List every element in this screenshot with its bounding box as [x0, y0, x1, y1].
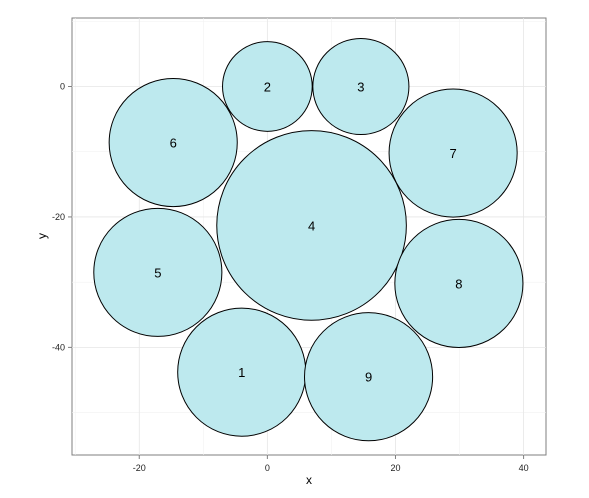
x-axis-title: x: [306, 473, 312, 487]
circle-label-6: 6: [170, 136, 177, 151]
x-tick-label: 40: [519, 463, 529, 473]
y-tick-label: -20: [52, 212, 65, 222]
circle-label-1: 1: [238, 365, 245, 380]
circles: [93, 37, 524, 442]
circle-label-5: 5: [154, 265, 161, 280]
circle-5: [93, 207, 223, 337]
circle-4: [216, 130, 407, 321]
circle-8: [394, 218, 524, 349]
x-tick-label: 0: [265, 463, 270, 473]
y-tick-label: -40: [52, 342, 65, 352]
circle-label-8: 8: [455, 276, 462, 291]
circle-label-7: 7: [450, 146, 457, 161]
y-axis-title: y: [35, 233, 49, 239]
y-tick-label: 0: [60, 81, 65, 91]
circle-7: [388, 88, 518, 218]
circle-label-9: 9: [365, 370, 372, 385]
x-axis-ticks: -20 0 20 40: [133, 455, 529, 473]
circle-label-2: 2: [264, 79, 271, 94]
circle-label-3: 3: [357, 79, 364, 94]
circle-labels: 1 2 3 4 5 6 7 8 9: [154, 79, 462, 384]
circle-label-4: 4: [308, 218, 315, 233]
circle-9: [304, 312, 434, 442]
circle-6: [108, 78, 238, 208]
x-tick-label: -20: [133, 463, 146, 473]
circle-2: [222, 41, 313, 132]
circle-3: [312, 37, 410, 136]
y-axis-ticks: 0 -20 -40: [52, 81, 72, 352]
x-tick-label: 20: [390, 463, 400, 473]
